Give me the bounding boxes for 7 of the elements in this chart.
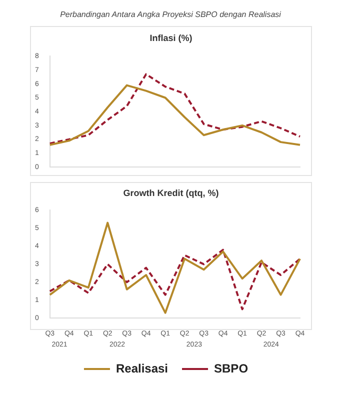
- legend-label: SBPO: [214, 361, 248, 376]
- line-series: [48, 248, 301, 310]
- chart-title: Growth Kredit (qtq, %): [123, 188, 219, 198]
- chart-title: Perbandingan Antara Angka Proyeksi SBPO dengan Realisasi: [60, 10, 281, 19]
- line-series: [48, 73, 301, 144]
- chart-subtitle: Inflasi (%): [150, 33, 192, 43]
- legend-label: Realisasi: [116, 361, 168, 376]
